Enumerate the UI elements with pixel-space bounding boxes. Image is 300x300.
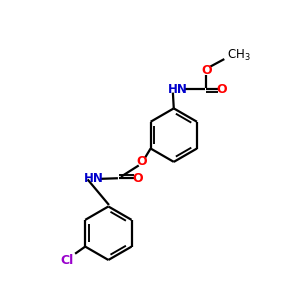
Text: O: O: [201, 64, 212, 77]
Text: CH$_3$: CH$_3$: [227, 48, 251, 63]
Text: HN: HN: [168, 82, 188, 96]
Text: O: O: [136, 155, 147, 168]
Text: Cl: Cl: [61, 254, 74, 267]
Text: O: O: [217, 82, 227, 96]
Text: O: O: [133, 172, 143, 185]
Text: HN: HN: [84, 172, 104, 185]
